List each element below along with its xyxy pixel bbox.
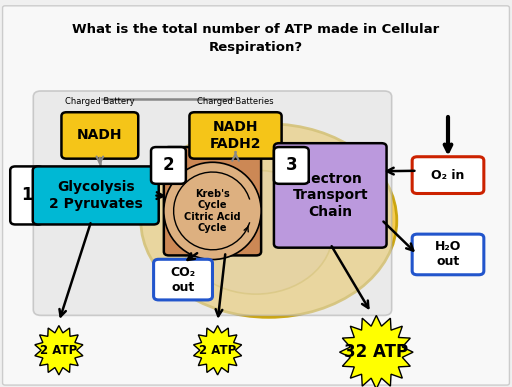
FancyBboxPatch shape <box>274 147 309 184</box>
Text: Kreb's
Cycle
Citric Acid
Cycle: Kreb's Cycle Citric Acid Cycle <box>184 188 241 233</box>
Text: 3: 3 <box>286 156 297 175</box>
Text: Glycolysis
2 Pyruvates: Glycolysis 2 Pyruvates <box>49 180 143 211</box>
Text: 2 ATP: 2 ATP <box>40 344 77 357</box>
FancyBboxPatch shape <box>154 259 212 300</box>
Text: Electron
Transport
Chain: Electron Transport Chain <box>292 172 368 219</box>
Polygon shape <box>194 325 242 375</box>
FancyBboxPatch shape <box>412 157 484 194</box>
Text: Charged Battery: Charged Battery <box>65 98 135 106</box>
FancyBboxPatch shape <box>3 6 509 385</box>
Text: NADH
FADH2: NADH FADH2 <box>210 120 261 151</box>
Text: 32 ATP: 32 ATP <box>344 343 409 361</box>
FancyBboxPatch shape <box>412 234 484 275</box>
Text: NADH: NADH <box>77 128 122 142</box>
Polygon shape <box>35 325 83 375</box>
Text: 2 ATP: 2 ATP <box>199 344 236 357</box>
FancyBboxPatch shape <box>10 166 43 224</box>
Text: 1: 1 <box>21 187 32 204</box>
FancyBboxPatch shape <box>274 143 387 248</box>
FancyBboxPatch shape <box>33 91 392 315</box>
Text: O₂ in: O₂ in <box>431 169 465 182</box>
FancyBboxPatch shape <box>33 166 159 224</box>
FancyBboxPatch shape <box>164 147 261 255</box>
FancyBboxPatch shape <box>151 147 186 184</box>
Ellipse shape <box>141 124 397 317</box>
Text: Charged Batteries: Charged Batteries <box>197 98 274 106</box>
Ellipse shape <box>179 170 333 294</box>
Text: CO₂
out: CO₂ out <box>170 265 196 294</box>
Text: 2: 2 <box>163 156 174 175</box>
Text: What is the total number of ATP made in Cellular
Respiration?: What is the total number of ATP made in … <box>72 23 440 54</box>
FancyBboxPatch shape <box>189 112 282 159</box>
Polygon shape <box>339 315 413 387</box>
Ellipse shape <box>164 162 261 260</box>
Text: H₂O
out: H₂O out <box>435 240 461 269</box>
FancyBboxPatch shape <box>61 112 138 159</box>
